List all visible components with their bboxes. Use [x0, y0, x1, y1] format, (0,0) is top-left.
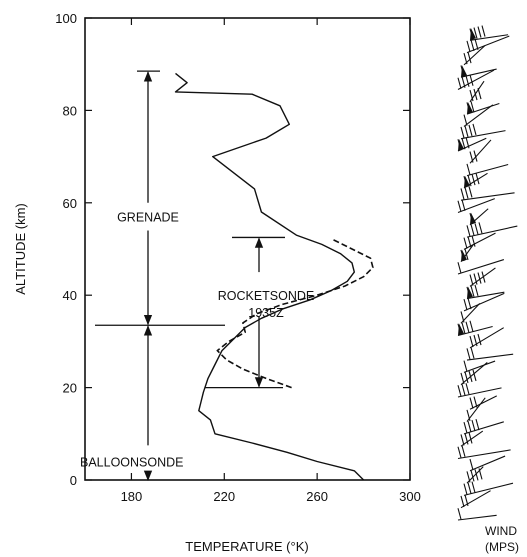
wind-barb	[466, 163, 509, 177]
wind-barb	[469, 455, 506, 472]
wind-barb	[460, 430, 484, 447]
wind-barb	[463, 360, 496, 373]
temperature-solid-series	[174, 72, 365, 481]
wind-barb	[463, 45, 486, 66]
wind-barb	[463, 419, 504, 435]
plot-frame	[84, 17, 411, 481]
wind-barb	[460, 65, 497, 78]
annotation-label: BALLOONSONDE	[80, 456, 184, 470]
wind-barb	[460, 362, 488, 386]
wind-barb	[466, 284, 505, 300]
wind-barb	[463, 481, 514, 496]
y-tick-label: 100	[55, 11, 77, 26]
wind-barb	[469, 327, 504, 349]
wind-barb	[460, 490, 491, 509]
wind-barb	[457, 320, 493, 337]
wind-barb	[457, 383, 502, 398]
wind-barb	[457, 445, 511, 460]
x-tick-label: 300	[399, 489, 421, 504]
wind-barb	[466, 35, 510, 54]
wind-pennant	[470, 28, 476, 41]
series-layer	[174, 72, 374, 481]
y-tick-label: 20	[63, 381, 77, 396]
wind-barb	[463, 172, 488, 189]
y-tick-label: 0	[70, 473, 77, 488]
wind-pennant	[467, 286, 473, 299]
wind-barb	[466, 222, 518, 238]
annotation-layer: GRENADE ROCKETSONDE 1935Z BALLOONSONDE	[80, 70, 315, 482]
wind-barb	[463, 292, 505, 312]
temperature-plot: 180 220 260 300 0 20 40 60 80 100 GRENADE ROCKETSO…	[55, 11, 421, 504]
wind-barb	[457, 198, 495, 214]
annotation-label: GRENADE	[117, 211, 179, 225]
wind-barb	[457, 137, 487, 152]
wind-barb	[457, 69, 495, 90]
x-tick-label: 220	[213, 489, 235, 504]
wind-barb	[469, 267, 496, 287]
wind-barb	[469, 80, 485, 103]
wind-pennant	[458, 323, 464, 336]
x-tick-label: 260	[306, 489, 328, 504]
wind-barb	[469, 208, 489, 226]
wind-pennant	[464, 175, 470, 188]
annotation-label: ROCKETSONDE	[218, 289, 315, 303]
wind-barb	[469, 25, 509, 41]
wind-pennant	[461, 249, 467, 262]
x-tick-label: 180	[121, 489, 143, 504]
y-tick-label: 60	[63, 196, 77, 211]
wind-barb	[460, 123, 506, 140]
axis-ticks: 180 220 260 300 0 20 40 60 80 100	[55, 11, 421, 504]
wind-barb	[466, 466, 484, 484]
y-tick-label: 80	[63, 103, 77, 118]
wind-barb	[463, 232, 496, 250]
wind-barb	[463, 104, 494, 127]
wind-barb	[466, 397, 486, 422]
wind-pennant	[461, 65, 467, 78]
wind-barb	[460, 186, 515, 201]
y-axis-label: ALTITUDE (km)	[13, 203, 28, 294]
wind-barb	[457, 508, 497, 521]
wind-barb	[466, 347, 514, 361]
wind-barbs-panel	[457, 25, 518, 521]
x-axis-label: TEMPERATURE (°K)	[185, 539, 308, 554]
wind-barb	[457, 259, 505, 275]
wind-pennant	[458, 139, 464, 151]
wind-barb	[469, 395, 498, 410]
wind-pennant	[470, 212, 476, 225]
wind-unit-label: (MPS)	[485, 540, 519, 554]
annotation-label-2: 1935Z	[248, 306, 284, 320]
wind-label: WIND	[485, 524, 517, 538]
rocketsonde-dashed-series	[216, 239, 374, 389]
wind-pennant	[467, 102, 473, 115]
y-tick-label: 40	[63, 288, 77, 303]
wind-barb	[469, 139, 492, 164]
wind-barb	[466, 101, 500, 115]
wind-barb	[460, 302, 481, 324]
